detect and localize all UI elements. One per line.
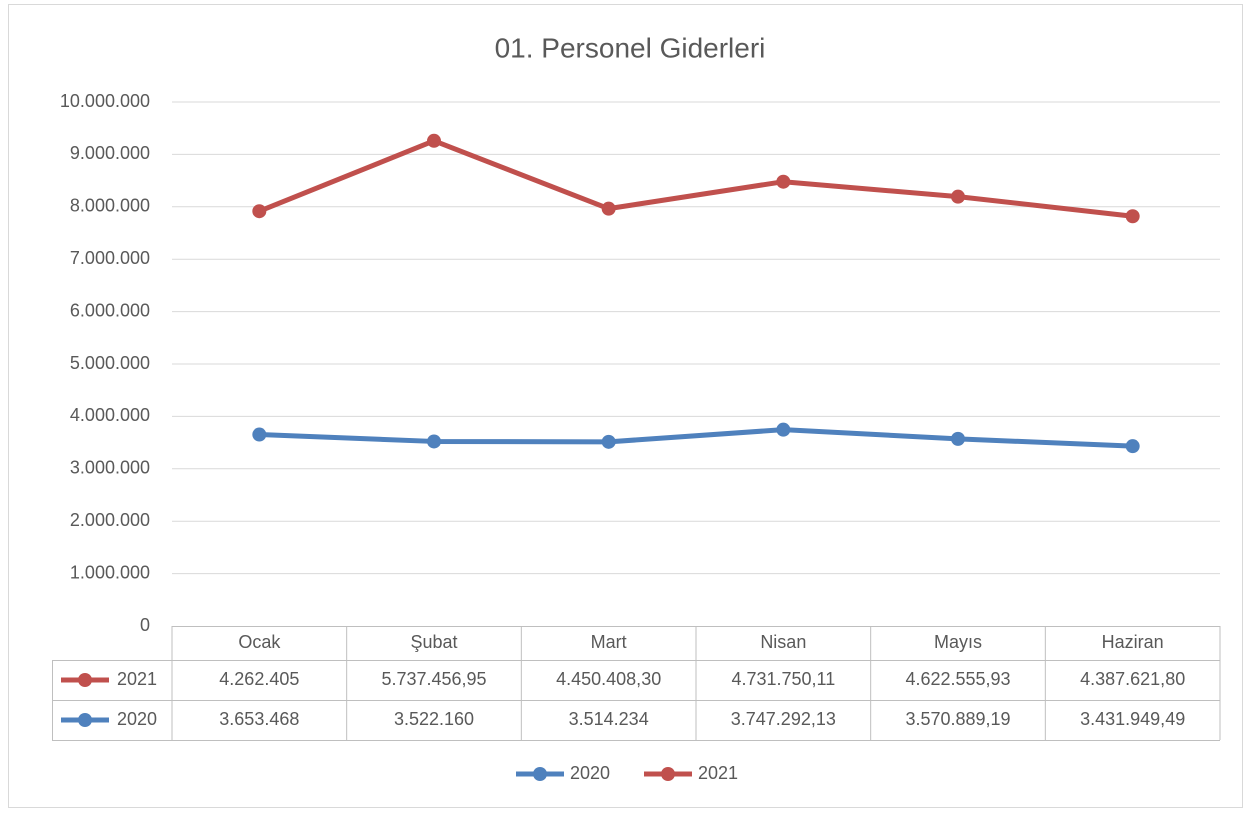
x-tick-label: Şubat (410, 632, 457, 652)
y-tick-label: 8.000.000 (70, 196, 150, 216)
table-series-name: 2020 (117, 709, 157, 729)
marker (427, 133, 441, 148)
marker (601, 434, 616, 449)
x-tick-label: Haziran (1102, 632, 1164, 652)
table-cell: 3.570.889,19 (905, 709, 1010, 729)
table-cell: 4.731.750,11 (731, 669, 835, 689)
marker (601, 201, 616, 216)
series-line (259, 427, 1133, 449)
marker (951, 431, 965, 446)
y-tick-label: 10.000.000 (60, 91, 150, 111)
table-cell: 4.622.555,93 (905, 669, 1010, 689)
x-tick-label: Nisan (760, 632, 806, 652)
y-tick-label: 4.000.000 (70, 405, 150, 425)
marker (1125, 439, 1140, 454)
chart-title: 01. Personel Giderleri (495, 32, 766, 63)
legend-key (533, 767, 547, 781)
y-tick-label: 9.000.000 (70, 143, 150, 163)
legend-key (78, 673, 92, 687)
table-cell: 4.387.621,80 (1080, 669, 1185, 689)
y-tick-label: 3.000.000 (70, 458, 150, 478)
table-cell: 4.450.408,30 (556, 669, 661, 689)
x-tick-label: Mayıs (934, 632, 982, 652)
table-cell: 3.747.292,13 (731, 709, 836, 729)
table-cell: 3.522.160 (394, 709, 474, 729)
y-tick-label: 1.000.000 (70, 562, 150, 582)
marker (776, 174, 791, 189)
legend-key (661, 767, 675, 781)
marker (951, 189, 965, 204)
y-tick-label: 0 (140, 615, 150, 635)
legend-label: 2021 (698, 763, 738, 783)
x-tick-label: Mart (591, 632, 627, 652)
table-cell: 3.431.949,49 (1080, 709, 1185, 729)
legend-key (78, 713, 92, 727)
legend-label: 2020 (570, 763, 610, 783)
series-line (258, 138, 1133, 219)
marker (252, 427, 267, 442)
y-tick-label: 2.000.000 (70, 510, 150, 530)
table-cell: 3.514.234 (569, 709, 649, 729)
x-tick-label: Ocak (238, 632, 281, 652)
chart-border (8, 4, 1243, 808)
table-cell: 5.737.456,95 (381, 669, 486, 689)
y-tick-label: 6.000.000 (70, 300, 150, 320)
marker (1125, 209, 1140, 224)
marker (776, 422, 791, 437)
marker (427, 434, 441, 449)
y-tick-label: 7.000.000 (70, 248, 150, 268)
y-tick-label: 5.000.000 (70, 353, 150, 373)
table-cell: 3.653.468 (219, 709, 299, 729)
table-series-name: 2021 (117, 669, 157, 689)
marker (252, 204, 267, 219)
table-cell: 4.262.405 (219, 669, 299, 689)
